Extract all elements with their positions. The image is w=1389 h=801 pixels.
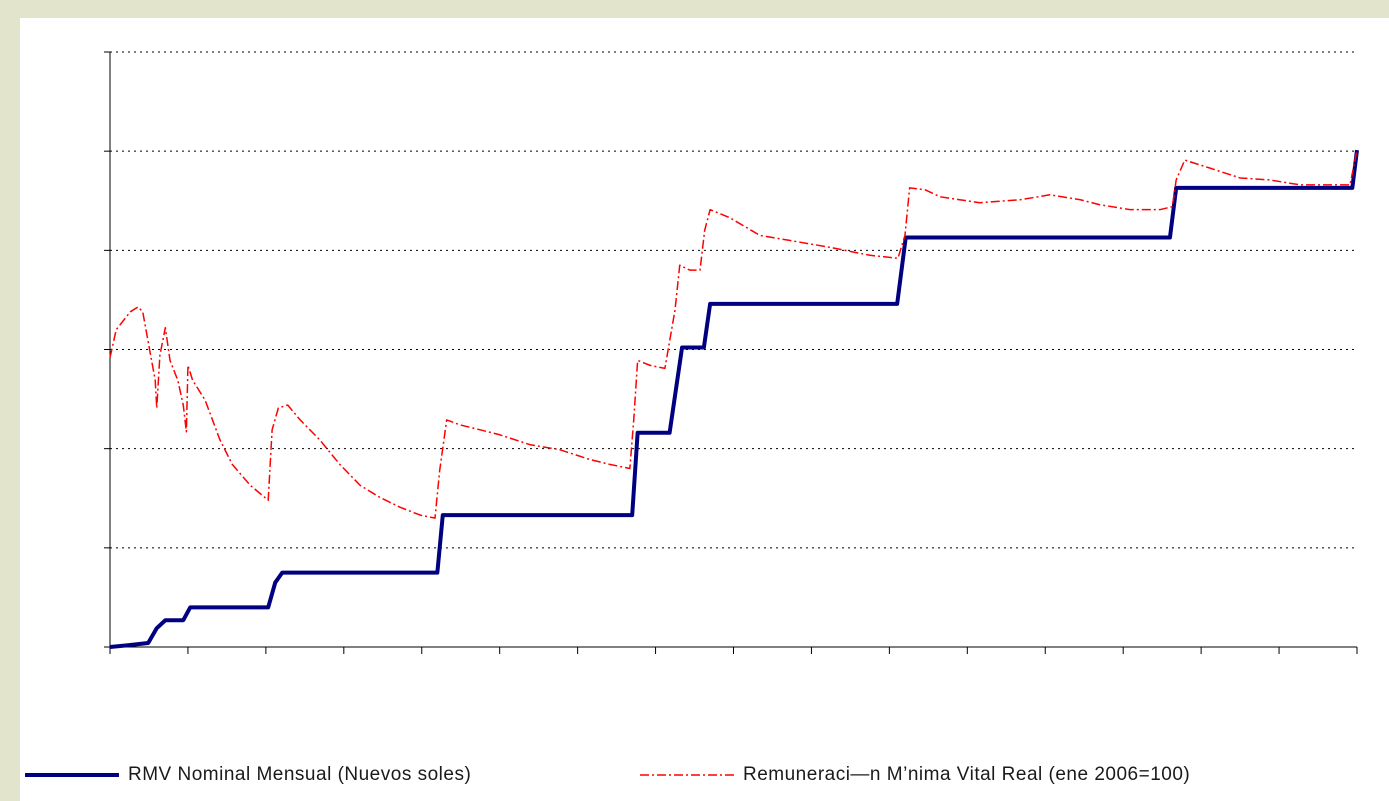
legend-label: Remuneraci—n M’nima Vital Real (ene 2006… xyxy=(743,764,1190,785)
legend-label: RMV Nominal Mensual (Nuevos soles) xyxy=(128,764,471,785)
series-line xyxy=(109,149,1359,649)
series-line xyxy=(109,150,1358,519)
chart-panel xyxy=(20,18,1389,801)
